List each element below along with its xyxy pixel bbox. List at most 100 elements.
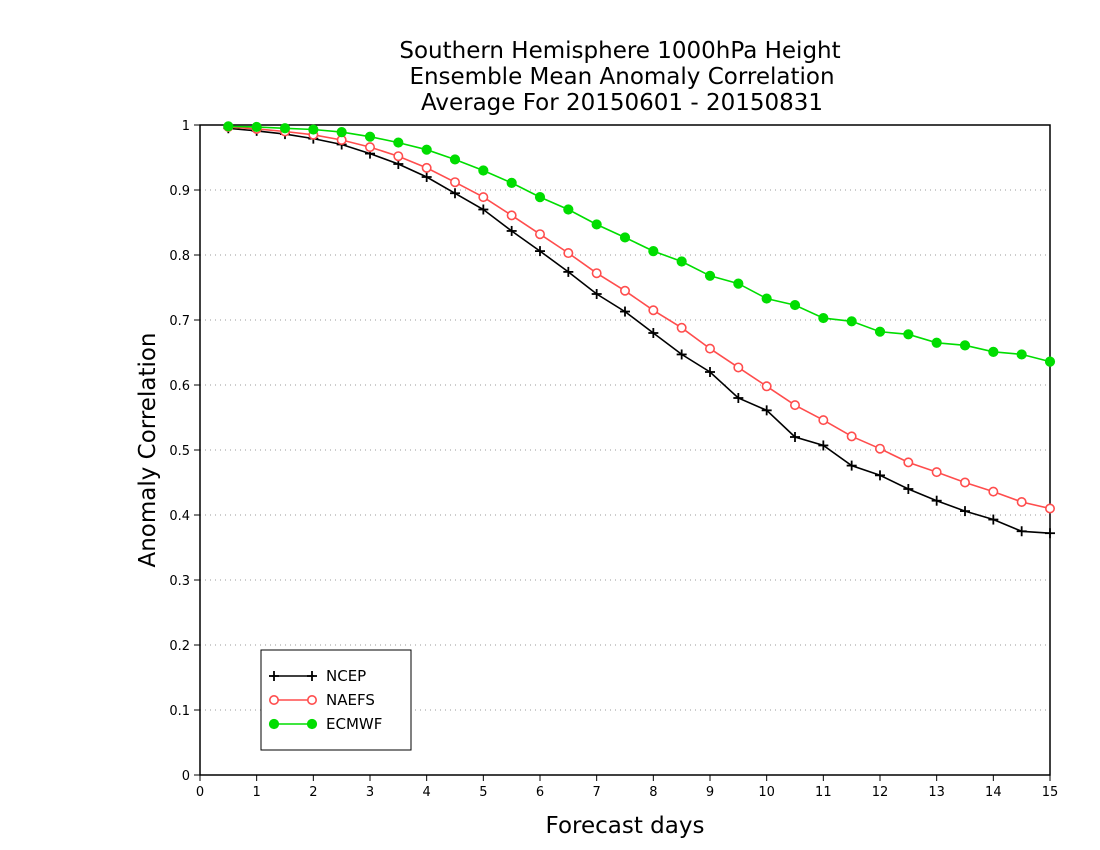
series-line-ncep — [228, 127, 1051, 534]
point-naefs — [1016, 496, 1027, 507]
x-tick-label: 9 — [706, 785, 714, 800]
point-naefs — [534, 229, 545, 240]
point-ecmwf — [506, 177, 517, 188]
x-tick-label: 13 — [928, 785, 945, 800]
point-naefs — [959, 477, 970, 488]
x-tick-label: 15 — [1042, 785, 1059, 800]
x-tick-label: 10 — [758, 785, 775, 800]
point-naefs — [506, 210, 517, 221]
point-naefs — [421, 162, 432, 173]
plot-frame — [199, 124, 1051, 776]
point-ncep — [875, 470, 885, 481]
x-tick-label: 7 — [593, 785, 601, 800]
y-tick-label: 0.4 — [169, 509, 190, 524]
point-ecmwf — [648, 246, 659, 257]
point-ncep — [1016, 526, 1027, 537]
series — [223, 121, 1056, 539]
point-naefs — [818, 415, 829, 426]
legend-label-naefs: NAEFS — [326, 691, 375, 709]
point-ncep — [818, 440, 829, 451]
point-ecmwf — [393, 137, 404, 148]
point-ecmwf — [1016, 349, 1027, 360]
point-ncep — [903, 484, 914, 494]
point-naefs — [874, 443, 885, 454]
legend-item-ecmwf: ECMWF — [268, 715, 382, 733]
x-tick-label: 11 — [815, 785, 832, 800]
point-ncep — [790, 432, 800, 442]
point-ecmwf — [421, 144, 432, 155]
series-ecmwf — [223, 121, 1056, 367]
y-tick-label: 0.8 — [169, 249, 190, 264]
point-ecmwf — [676, 256, 687, 267]
y-tick-label: 1 — [182, 119, 190, 134]
point-ncep — [960, 506, 970, 517]
legend-marker-naefs — [268, 694, 279, 705]
legend-marker-naefs — [306, 694, 317, 705]
point-ecmwf — [563, 204, 574, 215]
point-naefs — [364, 142, 375, 153]
point-ncep — [846, 460, 857, 471]
x-tick-label: 5 — [479, 785, 487, 800]
point-naefs — [676, 322, 687, 333]
point-ecmwf — [449, 154, 461, 165]
point-ecmwf — [959, 340, 971, 351]
point-ecmwf — [931, 337, 942, 348]
point-ncep — [450, 188, 460, 199]
x-tick-label: 1 — [253, 785, 261, 800]
x-tick-label: 8 — [649, 785, 657, 800]
x-tick-label: 0 — [196, 785, 204, 800]
point-ncep — [648, 328, 659, 338]
point-naefs — [591, 268, 602, 279]
point-ncep — [1045, 528, 1055, 539]
point-ncep — [563, 266, 574, 277]
point-ncep — [478, 204, 489, 215]
point-ecmwf — [988, 346, 999, 357]
legend-marker-ecmwf — [306, 718, 318, 730]
point-ecmwf — [364, 131, 376, 142]
x-tick-label: 14 — [985, 785, 1002, 800]
point-ecmwf — [279, 123, 291, 134]
chart-title: Southern Hemisphere 1000hPa Height Ensem… — [399, 38, 840, 116]
series-ncep — [223, 123, 1055, 539]
axis-ticks: 00.10.20.30.40.50.60.70.80.910 1 2 3 4 5 6 7 8 9 1… — [169, 119, 1058, 800]
point-ecmwf — [761, 293, 772, 304]
x-tick-label: 4 — [423, 785, 431, 800]
x-tick-label: 3 — [366, 785, 374, 800]
point-naefs — [1045, 503, 1056, 514]
title-line-3: Average For 20150601 - 20150831 — [421, 90, 823, 116]
point-ncep — [988, 514, 999, 525]
point-ecmwf — [846, 316, 857, 327]
point-naefs — [704, 343, 715, 354]
point-ncep — [591, 289, 602, 299]
point-ncep — [733, 393, 744, 403]
series-line-ecmwf — [228, 125, 1051, 363]
y-tick-label: 0.5 — [169, 444, 190, 459]
point-ecmwf — [874, 326, 886, 337]
point-ecmwf — [733, 278, 744, 289]
point-naefs — [648, 305, 659, 316]
legend-marker-ecmwf — [268, 718, 280, 730]
x-tick-label: 6 — [536, 785, 544, 800]
point-ecmwf — [789, 299, 801, 311]
point-naefs — [619, 285, 630, 296]
y-tick-label: 0.9 — [169, 184, 190, 199]
point-ecmwf — [619, 232, 631, 243]
legend: NCEP NAEFS ECMWF — [260, 649, 412, 751]
point-ncep — [620, 306, 630, 317]
point-ncep — [506, 225, 517, 236]
title-line-2: Ensemble Mean Anomaly Correlation — [409, 64, 834, 90]
point-ecmwf — [591, 219, 602, 230]
series-line-naefs — [228, 126, 1051, 510]
point-ncep — [705, 367, 715, 377]
point-naefs — [733, 362, 744, 373]
y-tick-label: 0.6 — [169, 379, 190, 394]
x-axis-label: Forecast days — [546, 813, 705, 839]
y-tick-label: 0.7 — [169, 314, 190, 329]
point-ecmwf — [903, 329, 914, 340]
point-ecmwf — [308, 124, 319, 135]
legend-marker-ncep — [269, 671, 279, 681]
x-tick-label: 2 — [309, 785, 317, 800]
legend-marker-ncep — [307, 671, 317, 681]
point-ncep — [931, 495, 942, 506]
series-naefs — [223, 121, 1056, 514]
